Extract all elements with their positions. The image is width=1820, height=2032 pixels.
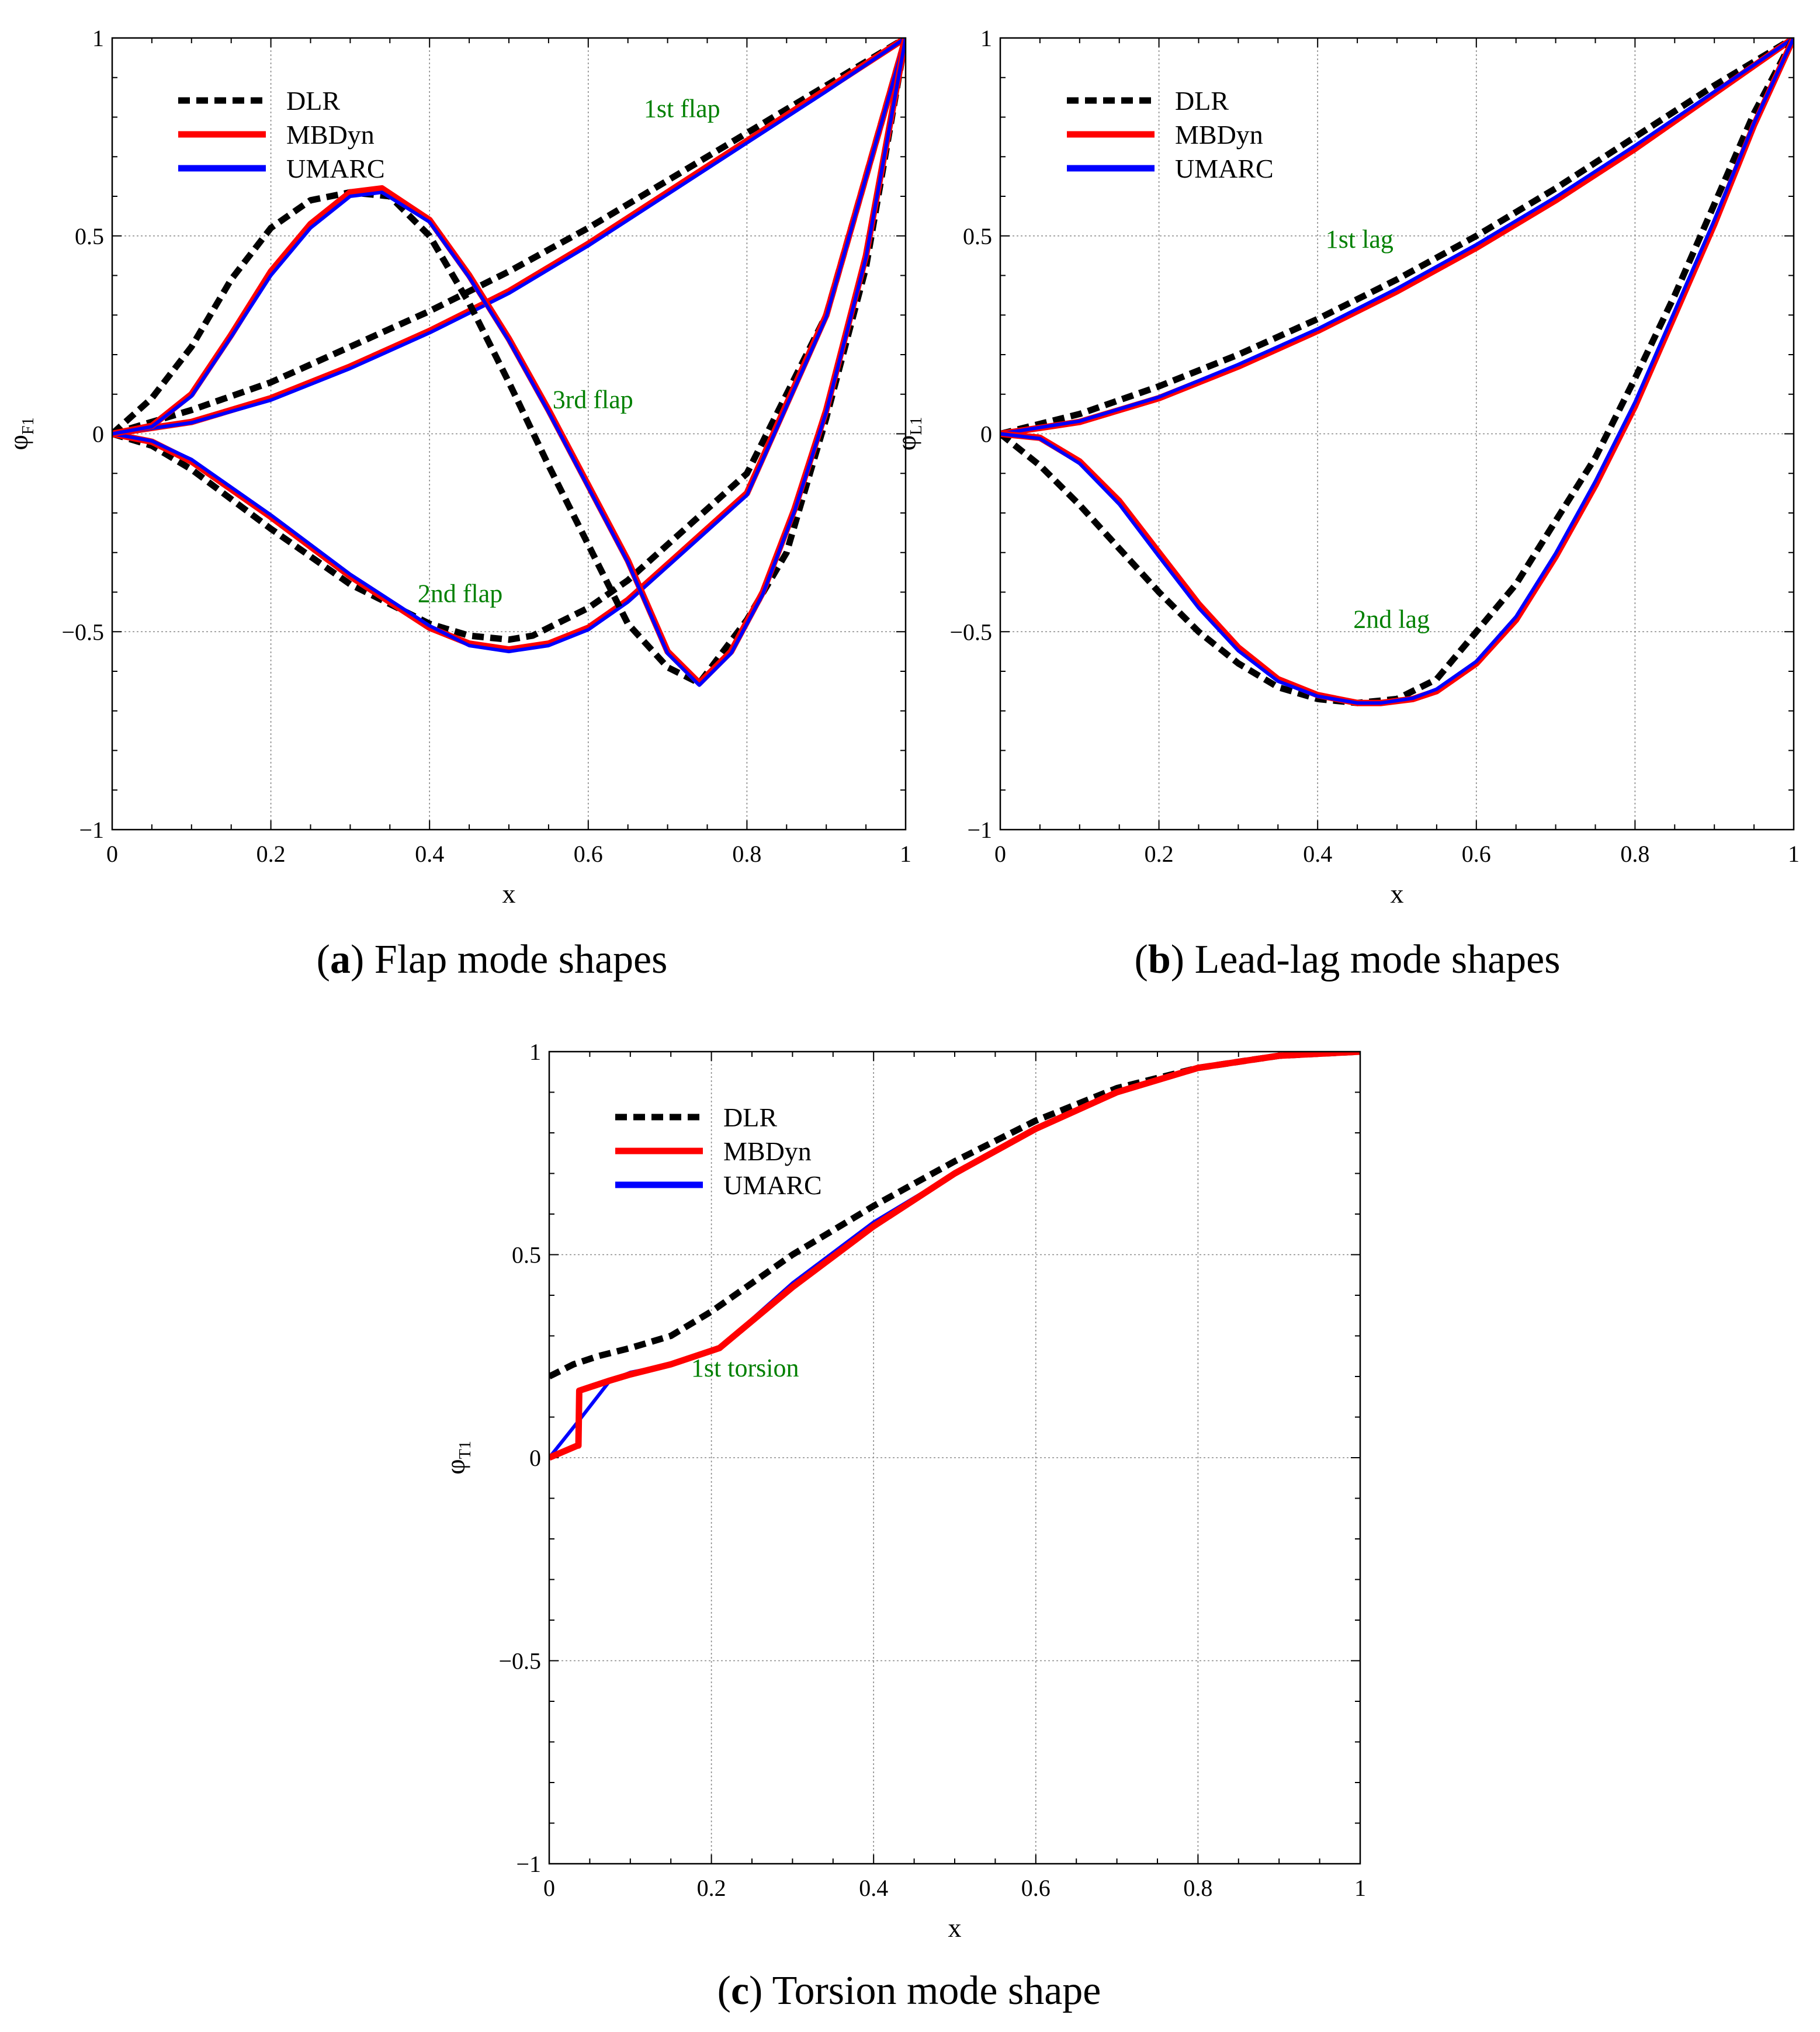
x-tick-label: 0.2 bbox=[256, 841, 286, 867]
caption-letter: a bbox=[330, 937, 351, 982]
x-tick-label: 0.8 bbox=[1183, 1875, 1212, 1901]
y-tick-label: −0.5 bbox=[949, 619, 992, 645]
x-tick-label: 0.6 bbox=[1021, 1875, 1051, 1901]
y-axis-label: φF1 bbox=[4, 417, 37, 450]
plot-frame bbox=[548, 1050, 1361, 1865]
y-axis-label-symbol: φ bbox=[4, 435, 33, 450]
x-tick-label: 1 bbox=[1354, 1875, 1366, 1901]
y-tick-label: 0.5 bbox=[963, 223, 992, 249]
y-tick-label: 0.5 bbox=[75, 223, 104, 249]
caption-letter: c bbox=[731, 1968, 749, 2013]
caption-text: ) Lead-lag mode shapes bbox=[1171, 937, 1561, 982]
panel-flap-mode-shapes: 0 0.2 0.4 0.6 0.8 1 −1 −0.5 0 0.5 1 x φF1 1st flap 3rd… bbox=[4, 25, 911, 982]
x-tick-label: 0.2 bbox=[697, 1875, 726, 1901]
legend-label-umarc: UMARC bbox=[723, 1170, 822, 1200]
series-umarc-1st-flap bbox=[112, 38, 906, 436]
x-tick-label: 1 bbox=[900, 841, 911, 867]
y-axis-label-subscript: F1 bbox=[19, 417, 37, 435]
panel-lead-lag-mode-shapes: 0 0.2 0.4 0.6 0.8 1 −1 −0.5 0 0.5 1 x φL1 1st lag 2nd … bbox=[892, 25, 1800, 982]
y-axis-label-symbol: φ bbox=[892, 435, 921, 451]
y-tick-label: −0.5 bbox=[498, 1648, 541, 1674]
caption-paren-open: ( bbox=[317, 937, 330, 982]
plot-frame bbox=[999, 37, 1795, 831]
y-tick-label: 1 bbox=[92, 25, 104, 51]
legend-label-umarc: UMARC bbox=[286, 154, 385, 183]
y-tick-label: 0.5 bbox=[512, 1242, 541, 1268]
legend-label-dlr: DLR bbox=[1175, 86, 1229, 116]
caption-paren-open: ( bbox=[1135, 937, 1148, 982]
x-tick-label: 0 bbox=[106, 841, 118, 867]
x-tick-label: 0 bbox=[994, 841, 1006, 867]
caption-text: ) Torsion mode shape bbox=[749, 1968, 1101, 2013]
series-umarc-3rd-flap bbox=[112, 38, 906, 687]
x-tick-label: 0.6 bbox=[1462, 841, 1491, 867]
series-dlr-1st-lag bbox=[1000, 38, 1794, 437]
legend-label-umarc: UMARC bbox=[1175, 154, 1274, 183]
y-tick-label: 0 bbox=[980, 421, 992, 448]
x-tick-label: 0.8 bbox=[1620, 841, 1649, 867]
series-group bbox=[112, 38, 906, 687]
y-axis-label-subscript: L1 bbox=[907, 417, 925, 435]
panel-caption: (c) Torsion mode shape bbox=[717, 1968, 1101, 2013]
series-group bbox=[1000, 38, 1794, 706]
series-mbdyn-1st-torsion bbox=[549, 1052, 1360, 1461]
x-tick-label: 1 bbox=[1788, 841, 1800, 867]
mode-annotation: 2nd lag bbox=[1353, 605, 1430, 633]
series-dlr-3rd-flap bbox=[112, 38, 906, 686]
y-tick-label: 0 bbox=[92, 421, 104, 448]
x-tick-label: 0.4 bbox=[859, 1875, 888, 1901]
y-axis-label: φL1 bbox=[892, 417, 925, 451]
x-tick-label: 0.6 bbox=[574, 841, 603, 867]
x-tick-label: 0.4 bbox=[1303, 841, 1332, 867]
y-axis-label: φT1 bbox=[441, 1441, 474, 1475]
y-tick-label: −1 bbox=[79, 817, 104, 843]
y-tick-label: −1 bbox=[516, 1851, 541, 1877]
series-umarc-1st-lag bbox=[1000, 38, 1794, 436]
x-tick-label: 0 bbox=[543, 1875, 555, 1901]
caption-text: ) Flap mode shapes bbox=[351, 937, 667, 982]
mode-annotation: 1st flap bbox=[644, 95, 720, 123]
mode-annotation: 3rd flap bbox=[553, 385, 633, 414]
legend-label-mbdyn: MBDyn bbox=[723, 1136, 812, 1166]
y-tick-label: 0 bbox=[529, 1445, 541, 1471]
x-tick-label: 0.4 bbox=[415, 841, 444, 867]
x-tick-label: 0.2 bbox=[1145, 841, 1174, 867]
mode-annotation: 2nd flap bbox=[418, 579, 502, 608]
y-axis-label-subscript: T1 bbox=[456, 1441, 474, 1459]
legend-label-mbdyn: MBDyn bbox=[1175, 120, 1263, 150]
panel-caption: (b) Lead-lag mode shapes bbox=[1135, 937, 1561, 982]
x-tick-label: 0.8 bbox=[732, 841, 761, 867]
series-dlr-2nd-flap bbox=[112, 38, 906, 643]
y-tick-label: −0.5 bbox=[61, 619, 104, 645]
legend-label-dlr: DLR bbox=[286, 86, 340, 116]
series-group bbox=[549, 1052, 1360, 1461]
series-dlr-1st-flap bbox=[112, 38, 906, 437]
series-umarc-2nd-lag bbox=[1000, 38, 1794, 705]
x-axis-label: x bbox=[948, 1913, 962, 1943]
caption-letter: b bbox=[1148, 937, 1171, 982]
plot-frame bbox=[111, 37, 907, 831]
legend-label-mbdyn: MBDyn bbox=[286, 120, 375, 150]
panel-torsion-mode-shape: 0 0.2 0.4 0.6 0.8 1 −1 −0.5 0 0.5 1 x φT1 1st torsion… bbox=[441, 1039, 1366, 2013]
y-axis-label-symbol: φ bbox=[441, 1459, 470, 1475]
caption-paren-open: ( bbox=[717, 1968, 731, 2013]
mode-annotation: 1st torsion bbox=[691, 1354, 799, 1382]
x-axis-label: x bbox=[502, 879, 516, 908]
panel-caption: (a) Flap mode shapes bbox=[317, 937, 668, 982]
y-tick-label: −1 bbox=[967, 817, 992, 843]
legend-label-dlr: DLR bbox=[723, 1102, 777, 1132]
mode-annotation: 1st lag bbox=[1326, 225, 1393, 254]
series-umarc-2nd-flap bbox=[112, 38, 906, 654]
y-tick-label: 1 bbox=[529, 1039, 541, 1065]
y-tick-label: 1 bbox=[980, 25, 992, 51]
x-axis-label: x bbox=[1391, 879, 1404, 908]
